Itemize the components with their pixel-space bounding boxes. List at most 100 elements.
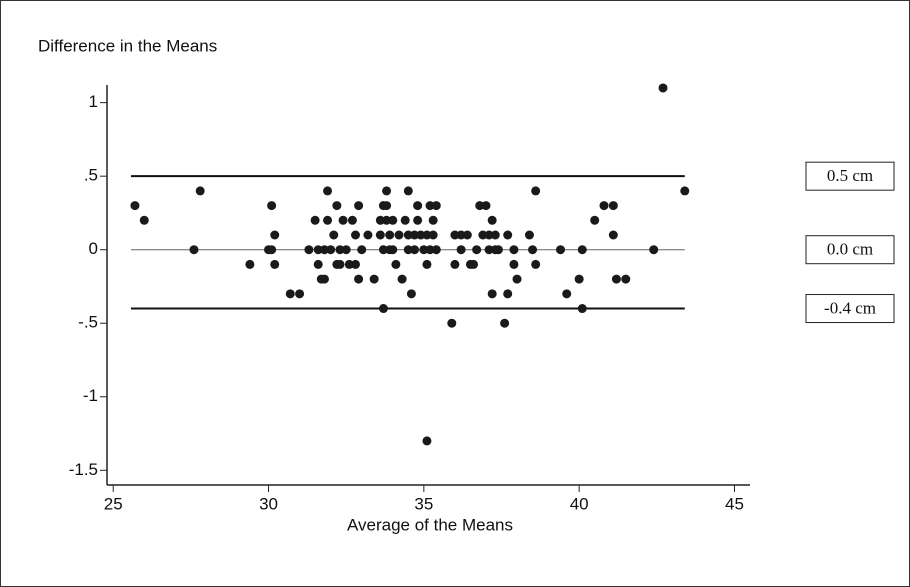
point <box>369 274 379 284</box>
point <box>326 245 336 255</box>
point <box>621 274 631 284</box>
point <box>378 245 388 255</box>
reference-label: 0.0 cm <box>827 240 873 259</box>
point <box>590 215 600 225</box>
point <box>481 201 491 211</box>
point <box>512 274 522 284</box>
point <box>528 245 538 255</box>
point <box>351 230 361 240</box>
point <box>270 230 280 240</box>
point <box>388 245 398 255</box>
point <box>462 230 472 240</box>
point <box>608 201 618 211</box>
x-tick-label: 40 <box>570 494 589 513</box>
point <box>310 215 320 225</box>
point <box>484 245 494 255</box>
point <box>422 230 432 240</box>
point <box>354 274 364 284</box>
reference-label: 0.5 cm <box>827 166 873 185</box>
point <box>378 304 388 314</box>
point <box>509 259 519 269</box>
point <box>335 245 345 255</box>
x-axis-title: Average of the Means <box>347 515 513 534</box>
point <box>574 274 584 284</box>
point <box>658 83 668 93</box>
point <box>419 245 429 255</box>
point <box>267 201 277 211</box>
point <box>456 245 466 255</box>
point <box>556 245 566 255</box>
point <box>680 186 690 196</box>
point <box>382 215 392 225</box>
point <box>649 245 659 255</box>
point <box>313 259 323 269</box>
point <box>397 274 407 284</box>
x-tick-label: 30 <box>259 494 278 513</box>
point <box>304 245 314 255</box>
point <box>382 201 392 211</box>
x-tick-label: 35 <box>414 494 433 513</box>
point <box>406 289 416 299</box>
reference-label-box <box>805 161 895 191</box>
y-tick-label: -.5 <box>78 313 98 332</box>
point <box>403 245 413 255</box>
point <box>475 201 485 211</box>
point <box>450 230 460 240</box>
reference-label-box <box>805 235 895 265</box>
point <box>347 215 357 225</box>
point <box>375 230 385 240</box>
point <box>341 245 351 255</box>
x-tick-label: 25 <box>104 494 123 513</box>
point <box>323 186 333 196</box>
point <box>472 245 482 255</box>
point <box>431 201 441 211</box>
point <box>357 245 367 255</box>
point <box>450 259 460 269</box>
point <box>608 230 618 240</box>
point <box>139 215 149 225</box>
point <box>413 215 423 225</box>
point <box>503 289 513 299</box>
point <box>416 230 426 240</box>
point <box>531 259 541 269</box>
point <box>500 318 510 328</box>
point <box>493 245 503 255</box>
point <box>410 230 420 240</box>
point <box>490 230 500 240</box>
point <box>394 230 404 240</box>
y-tick-label: 0 <box>89 239 98 258</box>
point <box>245 259 255 269</box>
point <box>344 259 354 269</box>
point <box>487 289 497 299</box>
point <box>385 230 395 240</box>
point <box>447 318 457 328</box>
point <box>319 274 329 284</box>
point <box>410 245 420 255</box>
point <box>400 215 410 225</box>
point <box>335 259 345 269</box>
point <box>478 230 488 240</box>
point <box>611 274 621 284</box>
point <box>319 245 329 255</box>
point <box>313 245 323 255</box>
point <box>456 230 466 240</box>
point <box>431 245 441 255</box>
point <box>428 215 438 225</box>
point <box>509 245 519 255</box>
point <box>363 230 373 240</box>
point <box>351 259 361 269</box>
point <box>403 230 413 240</box>
point <box>428 230 438 240</box>
x-tick-label: 45 <box>725 494 744 513</box>
point <box>332 201 342 211</box>
point <box>422 259 432 269</box>
point <box>295 289 305 299</box>
point <box>338 215 348 225</box>
point <box>403 186 413 196</box>
y-tick-label: -1.5 <box>69 460 98 479</box>
point <box>189 245 199 255</box>
point <box>267 245 277 255</box>
point <box>599 201 609 211</box>
y-axis-title: Difference in the Means <box>38 36 217 55</box>
